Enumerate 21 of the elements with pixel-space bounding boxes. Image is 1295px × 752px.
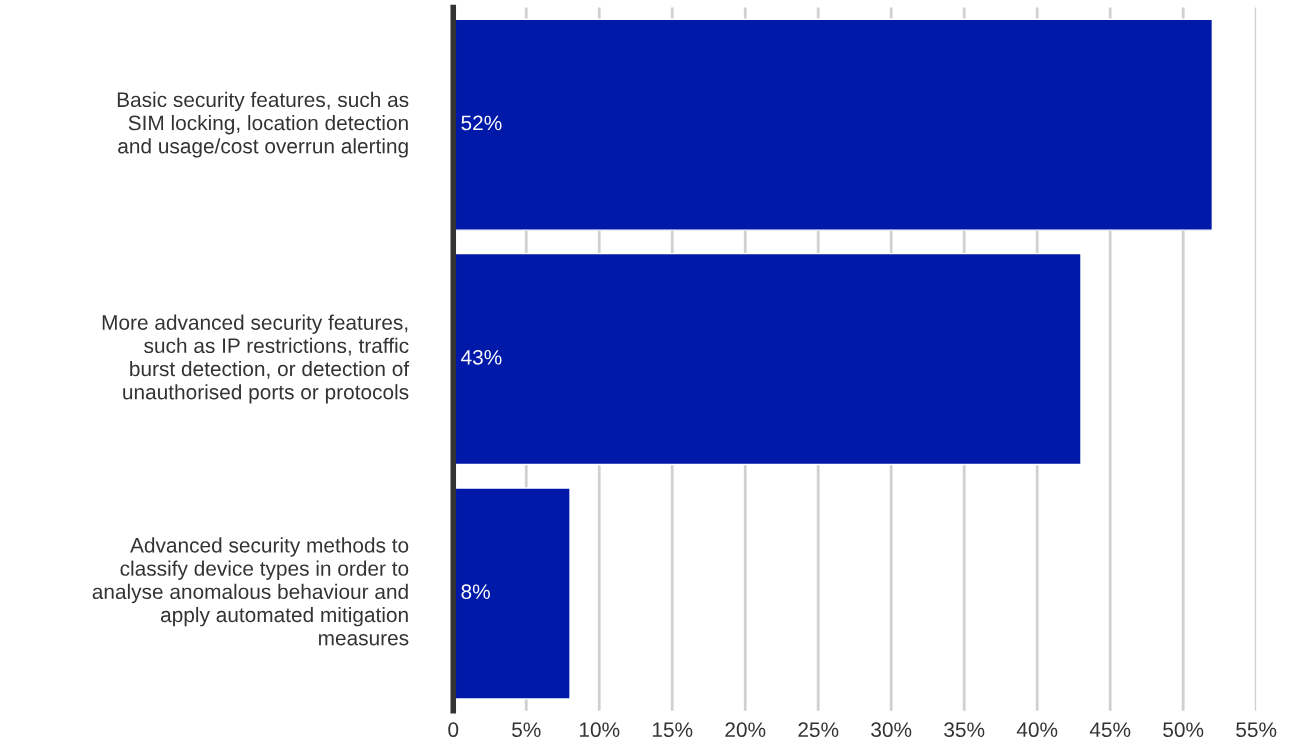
bar	[453, 252, 1082, 466]
bar	[453, 487, 571, 700]
data-label: 52%	[461, 115, 502, 131]
x-tick-label: 35%	[944, 722, 985, 738]
y-tick-label: Advanced security methods to classify device types in order to analyse anomalous behaviour and apply automated mitigation measures	[92, 537, 409, 646]
x-tick-label: 45%	[1089, 722, 1131, 738]
x-tick-label: 25%	[798, 722, 839, 738]
x-tick-label: 40%	[1016, 722, 1058, 738]
y-tick-label: Basic security features, such as SIM locking, location detection and usage/cost overrun alerting	[117, 91, 409, 158]
x-tick-label: 5%	[512, 722, 541, 738]
x-tick-label: 50%	[1163, 722, 1204, 738]
x-tick-label: 10%	[579, 722, 620, 738]
x-tick-label: 55%	[1236, 722, 1277, 738]
x-tick-label: 0	[448, 722, 459, 738]
x-tick-label: 30%	[871, 722, 912, 738]
x-tick-label: 20%	[725, 722, 766, 738]
bar	[453, 18, 1214, 231]
data-label: 43%	[461, 349, 502, 365]
data-label: 8%	[461, 584, 490, 600]
y-tick-label: More advanced security features, such as IP restrictions, traffic burst detection, or detection of unauthorised ports or protocols	[102, 314, 410, 404]
x-tick-label: 15%	[652, 722, 693, 738]
